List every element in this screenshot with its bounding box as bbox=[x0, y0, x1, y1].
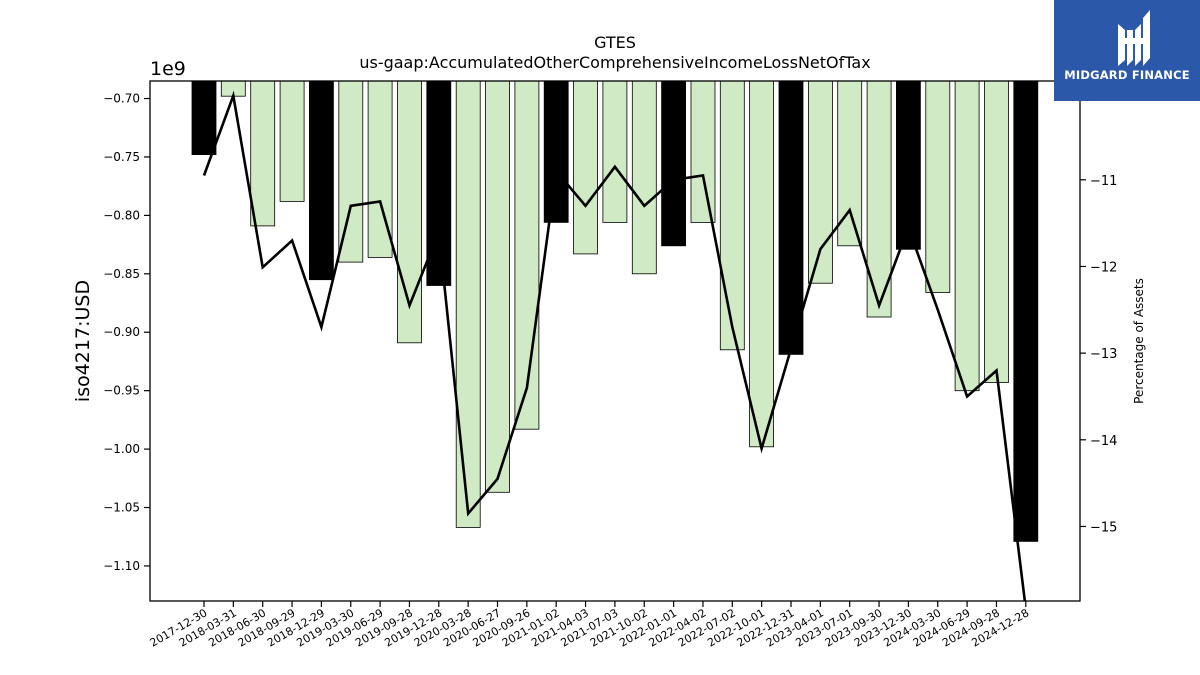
bar bbox=[896, 80, 921, 250]
bar bbox=[631, 80, 657, 275]
bar bbox=[1013, 80, 1039, 542]
bar bbox=[338, 80, 364, 263]
y-tick-label: −1.10 bbox=[103, 559, 140, 573]
y2-tick-label: −14 bbox=[1090, 434, 1117, 449]
y-axis-left: −0.70 −0.75 −0.80 −0.85 −0.90 −0.95 −1.00 −1.05… bbox=[103, 92, 150, 573]
chart-subtitle: us-gaap:AccumulatedOtherComprehensiveInc… bbox=[359, 53, 870, 72]
bar bbox=[719, 80, 745, 351]
bar bbox=[925, 80, 951, 293]
y-offset-label: 1e9 bbox=[150, 58, 186, 80]
y2-tick-label: −11 bbox=[1090, 174, 1117, 189]
y-tick-label: −0.90 bbox=[103, 325, 140, 339]
bar bbox=[191, 80, 217, 155]
bar bbox=[455, 80, 481, 528]
bar bbox=[543, 80, 569, 223]
percentage-line bbox=[202, 90, 1027, 601]
y-tick-label: −0.80 bbox=[103, 208, 140, 222]
bar bbox=[279, 80, 305, 202]
bar bbox=[690, 80, 716, 223]
y-tick-label: −0.95 bbox=[103, 384, 140, 398]
bar bbox=[308, 80, 334, 281]
y2-axis-label: Percentage of Assets bbox=[1132, 278, 1146, 404]
brand-name: MIDGARD FINANCE bbox=[1064, 68, 1190, 82]
bar bbox=[954, 80, 980, 392]
bar bbox=[485, 80, 510, 493]
chart-title: GTES bbox=[594, 33, 636, 52]
bar bbox=[661, 80, 686, 247]
bar bbox=[514, 80, 540, 430]
y-tick-label: −0.75 bbox=[103, 150, 140, 164]
midgard-logo-icon bbox=[1118, 10, 1150, 66]
bar bbox=[602, 80, 628, 223]
y-tick-label: −0.85 bbox=[103, 267, 140, 281]
y-axis-right: −11 −12 −13 −14 −15 bbox=[1080, 174, 1117, 535]
y2-tick-label: −13 bbox=[1090, 347, 1117, 362]
y2-tick-label: −12 bbox=[1090, 260, 1117, 275]
y-tick-label: −0.70 bbox=[103, 92, 140, 106]
bar bbox=[749, 80, 774, 448]
line-layer bbox=[202, 90, 1027, 601]
y-axis-label: iso4217:USD bbox=[72, 280, 94, 402]
brand-logo: MIDGARD FINANCE bbox=[1054, 0, 1200, 101]
x-axis: 2017-12-302018-03-312018-06-302018-09-29… bbox=[148, 601, 1031, 650]
bar bbox=[573, 80, 598, 255]
y-tick-label: −1.00 bbox=[103, 442, 140, 456]
y-tick-label: −1.05 bbox=[103, 501, 140, 515]
bar-group bbox=[191, 80, 1039, 542]
y2-tick-label: −15 bbox=[1090, 520, 1117, 535]
bar bbox=[984, 80, 1009, 383]
bar bbox=[250, 80, 276, 227]
bar bbox=[837, 80, 863, 247]
bar bbox=[778, 80, 804, 355]
